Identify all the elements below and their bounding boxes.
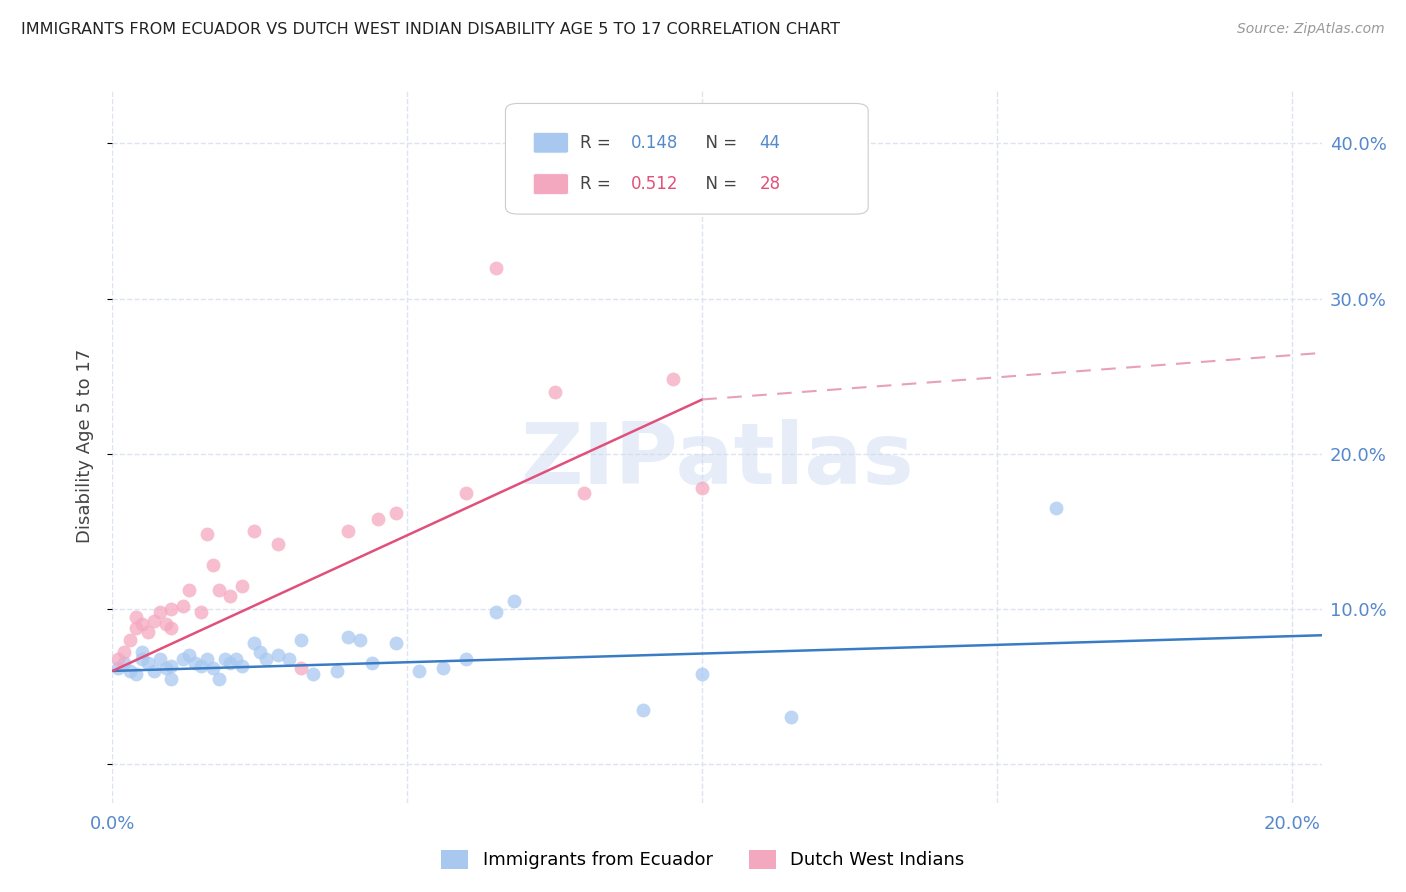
Point (201, 661, 224, 675)
Point (290, 632, 312, 647)
Point (574, 485, 596, 500)
Point (160, 672, 183, 686)
Point (408, 664, 430, 678)
Point (243, 636, 266, 650)
Point (160, 602, 183, 616)
Point (214, 651, 236, 665)
Point (172, 599, 194, 613)
Point (160, 659, 183, 673)
Point (125, 667, 148, 681)
Point (172, 651, 194, 665)
Point (149, 605, 172, 619)
Text: IMMIGRANTS FROM ECUADOR VS DUTCH WEST INDIAN DISABILITY AGE 5 TO 17 CORRELATION : IMMIGRANTS FROM ECUADOR VS DUTCH WEST IN… (21, 22, 841, 37)
Point (112, 645, 135, 659)
Point (149, 651, 172, 665)
Text: 20.0%: 20.0% (1264, 815, 1320, 833)
Point (266, 648, 288, 663)
Point (384, 506, 406, 520)
Point (349, 632, 371, 647)
Point (142, 615, 165, 629)
Text: 0.148: 0.148 (631, 134, 679, 152)
Point (225, 651, 247, 665)
Point (502, 594, 524, 608)
Point (136, 656, 159, 670)
Point (190, 659, 212, 673)
Text: N =: N = (696, 175, 742, 193)
Point (544, 384, 567, 399)
FancyBboxPatch shape (533, 132, 568, 153)
Point (208, 583, 231, 598)
Point (125, 609, 148, 624)
Point (155, 661, 177, 675)
Point (201, 558, 224, 573)
Point (692, 667, 714, 681)
Point (456, 485, 478, 500)
Point (249, 645, 271, 659)
Point (254, 651, 277, 665)
FancyBboxPatch shape (533, 174, 568, 194)
Text: 0.0%: 0.0% (90, 815, 135, 833)
Point (131, 645, 153, 659)
Point (456, 651, 478, 665)
Point (337, 524, 360, 539)
Point (195, 651, 218, 665)
Text: R =: R = (581, 175, 616, 193)
Point (1045, 501, 1067, 516)
Point (231, 659, 253, 673)
Point (485, 260, 508, 275)
Point (361, 656, 384, 670)
Point (112, 656, 135, 670)
Point (107, 651, 129, 665)
Point (142, 664, 165, 678)
Point (302, 667, 325, 681)
Point (779, 710, 801, 724)
Point (107, 661, 129, 675)
Point (290, 661, 312, 675)
Point (367, 512, 389, 526)
Point (384, 636, 406, 650)
Text: ZIPatlas: ZIPatlas (520, 418, 914, 502)
Point (208, 672, 231, 686)
Point (692, 481, 714, 495)
Point (179, 583, 201, 598)
Point (633, 703, 655, 717)
Legend: Immigrants from Ecuador, Dutch West Indians: Immigrants from Ecuador, Dutch West Indi… (432, 841, 974, 879)
Point (432, 661, 454, 675)
Point (231, 579, 253, 593)
Point (278, 651, 301, 665)
Text: R =: R = (581, 134, 616, 152)
Point (243, 524, 266, 539)
Point (155, 617, 177, 632)
Point (184, 656, 207, 670)
Point (337, 630, 360, 644)
Point (131, 617, 153, 632)
Point (190, 605, 212, 619)
Y-axis label: Disability Age 5 to 17: Disability Age 5 to 17 (76, 349, 94, 543)
Text: 0.512: 0.512 (631, 175, 679, 193)
Point (179, 648, 201, 663)
Point (195, 527, 218, 541)
Point (120, 664, 142, 678)
Point (485, 605, 508, 619)
Point (266, 537, 288, 551)
Text: Source: ZipAtlas.com: Source: ZipAtlas.com (1237, 22, 1385, 37)
Point (662, 372, 685, 386)
Text: N =: N = (696, 134, 742, 152)
FancyBboxPatch shape (506, 103, 868, 214)
Point (120, 632, 142, 647)
Point (219, 656, 242, 670)
Point (131, 651, 153, 665)
Point (160, 620, 183, 634)
Text: 28: 28 (759, 175, 780, 193)
Point (219, 590, 242, 604)
Point (125, 620, 148, 634)
Text: 44: 44 (759, 134, 780, 152)
Point (136, 625, 159, 640)
Point (325, 664, 347, 678)
